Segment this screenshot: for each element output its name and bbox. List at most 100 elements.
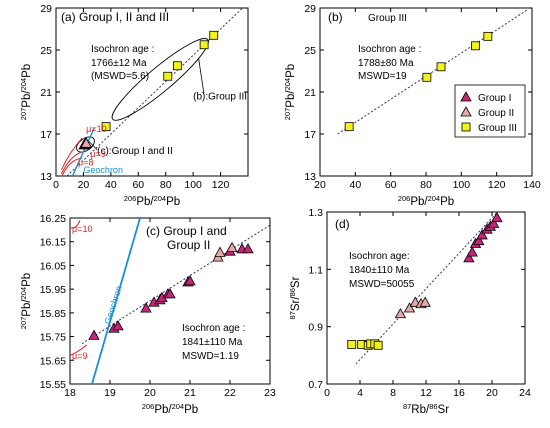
x-axis-label: 206Pb/204Pb bbox=[398, 194, 454, 209]
y-tick-label: 15.75 bbox=[40, 332, 66, 344]
mu-curve bbox=[70, 344, 88, 356]
y-tick-label: 16.25 bbox=[40, 213, 66, 225]
panel-label: (d) bbox=[335, 217, 350, 231]
geochron-line bbox=[91, 218, 141, 384]
isochron-text-line-3: MSWD=1.19 bbox=[182, 351, 239, 362]
y-tick-label: 25 bbox=[304, 45, 316, 57]
panel-b: 20 40 60 80 100 120 140 13 17 21 25 29 206Pb/204Pb 20… bbox=[283, 3, 541, 208]
x-tick-label: 0 bbox=[324, 387, 330, 399]
x-tick-label: 100 bbox=[184, 179, 202, 191]
mu-label: μ=10 bbox=[72, 224, 92, 234]
isochron-text-line-3: MSWD=50055 bbox=[349, 279, 415, 290]
y-tick-label: 13 bbox=[304, 171, 316, 183]
x-tick-label: 140 bbox=[523, 179, 541, 191]
x-axis-label-text: 206Pb/204Pb bbox=[398, 194, 454, 209]
data-point-group3 bbox=[373, 340, 383, 350]
y-axis-label-text: 207Pb/204Pb bbox=[19, 64, 34, 120]
x-axis-label: 206Pb/204Pb bbox=[142, 402, 198, 417]
mu-label: μ=9 bbox=[72, 351, 87, 361]
y-tick-label: 0.9 bbox=[308, 322, 323, 334]
data-point-group3 bbox=[347, 340, 357, 349]
x-tick-label: 22 bbox=[224, 387, 236, 399]
x-tick-label: 16 bbox=[453, 387, 465, 399]
x-tick-label: 20 bbox=[314, 179, 326, 191]
plot-frame bbox=[69, 217, 271, 385]
data-point-group2 bbox=[403, 302, 416, 313]
x-tick-label: 40 bbox=[105, 179, 117, 191]
x-tick-label: 19 bbox=[104, 387, 116, 399]
callout-c-leader bbox=[88, 141, 98, 151]
panel-d: 0 4 8 12 16 20 24 0.7 0.9 1.1 1.3 87Rb/86Sr 87Sr/86S… bbox=[288, 207, 531, 417]
legend-label-group1: Group I bbox=[478, 93, 511, 104]
data-point-group3 bbox=[172, 61, 182, 71]
data-point-group2 bbox=[80, 137, 92, 148]
data-point-group3 bbox=[101, 122, 111, 132]
y-axis-label: 87Sr/86Sr bbox=[288, 276, 303, 319]
isochron-text-line-2: 1788±80 Ma bbox=[358, 58, 414, 69]
panel-label: (b) bbox=[328, 10, 343, 24]
data-point-group3 bbox=[344, 122, 354, 132]
x-tick-label: 120 bbox=[488, 179, 506, 191]
data-point-group3 bbox=[471, 41, 480, 51]
isochron-text-line-3: (MSWD=5.6) bbox=[91, 71, 149, 82]
x-tick-label: 23 bbox=[264, 387, 276, 399]
data-point-group1 bbox=[491, 212, 503, 223]
x-tick-label: 60 bbox=[385, 179, 397, 191]
callout-b: (b):Group III bbox=[193, 91, 247, 102]
y-axis-label: 207Pb/204Pb bbox=[19, 273, 34, 329]
y-tick-label: 29 bbox=[304, 3, 316, 15]
data-point-group3 bbox=[436, 62, 446, 72]
isochron-text-line-1: Isochron age: bbox=[349, 251, 410, 262]
data-point-group1 bbox=[463, 252, 475, 263]
legend-label-group3: Group III bbox=[478, 123, 517, 134]
x-tick-label: 20 bbox=[144, 387, 156, 399]
isochron-text-line-2: 1841±110 Ma bbox=[182, 337, 243, 348]
x-tick-label: 4 bbox=[357, 387, 363, 399]
x-tick-label: 21 bbox=[184, 387, 196, 399]
x-tick-label: 80 bbox=[420, 179, 432, 191]
mu-label: μ=10 bbox=[86, 124, 106, 134]
geochron-line bbox=[71, 127, 96, 176]
x-axis-label-text: 206Pb/204Pb bbox=[124, 194, 180, 209]
x-tick-label: 80 bbox=[160, 179, 172, 191]
data-point-group1 bbox=[476, 229, 488, 240]
y-axis-label-text: 87Sr/86Sr bbox=[288, 276, 303, 319]
plot-area bbox=[70, 218, 270, 384]
isochron-text-line-1: Isochron age : bbox=[358, 44, 421, 55]
y-tick-label: 13 bbox=[40, 171, 52, 183]
y-axis-label: 207Pb/204Pb bbox=[19, 64, 34, 120]
isochron-text-line-2: 1766±12 Ma bbox=[91, 58, 147, 69]
legend-label-group2: Group II bbox=[478, 108, 514, 119]
data-point-group1 bbox=[487, 217, 500, 228]
panel-title-line-2: Group II bbox=[167, 238, 210, 252]
y-tick-label: 29 bbox=[40, 3, 52, 15]
x-tick-label: 12 bbox=[420, 387, 432, 399]
data-point-group1 bbox=[164, 288, 176, 299]
y-tick-label: 21 bbox=[40, 87, 52, 99]
y-tick-label: 25 bbox=[40, 45, 52, 57]
data-point-group3 bbox=[483, 31, 493, 41]
data-point-group1 bbox=[473, 234, 485, 246]
data-point-group3 bbox=[422, 72, 432, 82]
data-point-group1 bbox=[88, 329, 100, 340]
panel-a: 0 20 40 60 80 100 120 13 17 21 25 29 206Pb/204Pb 207P… bbox=[19, 3, 249, 208]
mu-curve bbox=[61, 137, 83, 170]
group3-ellipse bbox=[111, 38, 209, 121]
panel-title: (a) Group I, II and III bbox=[61, 10, 169, 24]
x-axis-label: 87Rb/86Sr bbox=[403, 402, 449, 417]
x-axis-label: 206Pb/204Pb bbox=[124, 194, 180, 209]
data-point-group2 bbox=[419, 296, 431, 307]
data-point-group2 bbox=[394, 307, 407, 319]
y-tick-label: 21 bbox=[304, 87, 316, 99]
data-point-group2 bbox=[214, 246, 226, 257]
y-tick-label: 1.1 bbox=[308, 264, 323, 276]
isochron-text-line-3: MSWD=19 bbox=[358, 71, 407, 82]
data-point-group1 bbox=[112, 320, 124, 331]
panel-title: (c) Group I and bbox=[146, 224, 227, 238]
mu-label: μ=8 bbox=[78, 158, 93, 168]
x-tick-label: 40 bbox=[349, 179, 361, 191]
data-point-group1 bbox=[140, 302, 152, 313]
y-tick-label: 15.55 bbox=[40, 379, 66, 391]
x-tick-label: 18 bbox=[64, 387, 76, 399]
